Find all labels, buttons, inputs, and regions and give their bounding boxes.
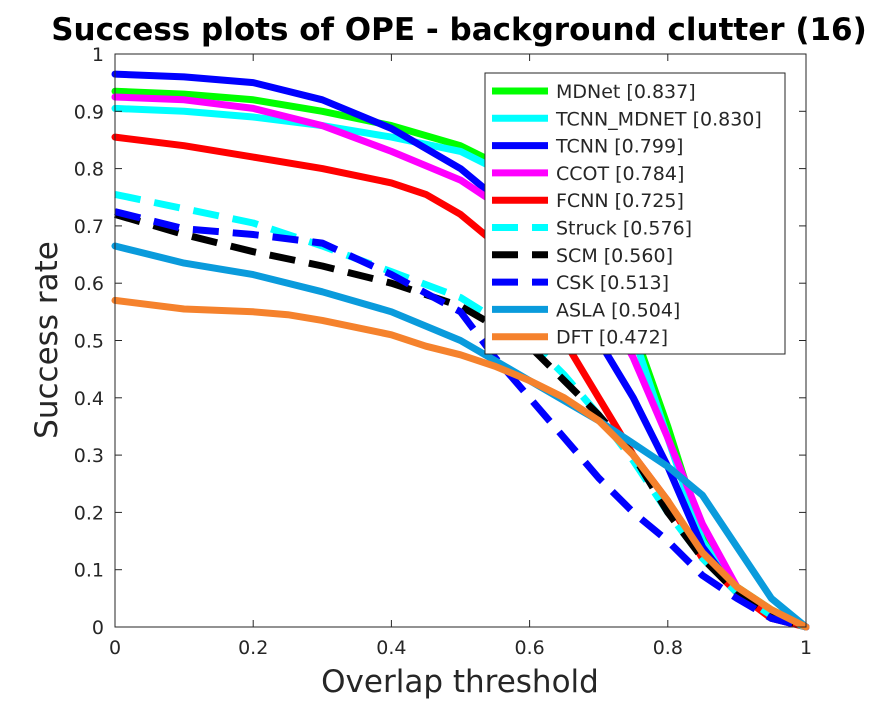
y-tick-label: 0.1 <box>74 560 104 582</box>
y-tick-label: 0.2 <box>74 502 104 524</box>
legend-label-6: SCM [0.560] <box>556 245 673 267</box>
x-tick-label: 0.2 <box>238 637 268 659</box>
y-tick-label: 0.5 <box>74 331 104 353</box>
y-tick-label: 0.6 <box>74 273 104 295</box>
y-tick-label: 1 <box>92 44 104 66</box>
series-line-5 <box>114 190 808 631</box>
y-tick-label: 0.7 <box>74 216 104 238</box>
x-tick-label: 0 <box>109 637 121 659</box>
legend-label-5: Struck [0.576] <box>556 218 692 240</box>
legend-label-0: MDNet [0.837] <box>556 81 696 103</box>
legend-label-7: CSK [0.513] <box>556 272 669 294</box>
legend-label-8: ASLA [0.504] <box>556 299 680 321</box>
y-tick-label: 0.9 <box>74 101 104 123</box>
y-tick-label: 0 <box>92 617 104 639</box>
y-axis-label: Success rate <box>29 241 65 439</box>
series-line-6 <box>114 211 808 631</box>
x-tick-label: 1 <box>800 637 812 659</box>
y-tick-label: 0.3 <box>74 445 104 467</box>
axes-layer <box>114 53 807 628</box>
y-tick-label: 0.4 <box>74 388 104 410</box>
x-axis-label: Overlap threshold <box>321 664 599 700</box>
legend-label-4: FCNN [0.725] <box>556 190 684 212</box>
legend-label-2: TCNN [0.799] <box>555 136 683 158</box>
legend: MDNet [0.837] TCNN_MDNET [0.830] TCNN [0.7… <box>484 72 786 355</box>
x-tick-label: 0.8 <box>653 637 683 659</box>
legend-label-1: TCNN_MDNET [0.830] <box>555 108 762 130</box>
legend-label-9: DFT [0.472] <box>556 327 668 349</box>
x-tick-labels: 0 0.2 0.4 0.6 0.8 1 <box>109 637 812 659</box>
x-tick-label: 0.6 <box>514 637 544 659</box>
y-tick-label: 0.8 <box>74 159 104 181</box>
chart-title: Success plots of OPE - background clutte… <box>51 12 867 48</box>
series-line-9 <box>111 296 810 631</box>
y-tick-labels: 0 0.1 0.2 0.3 0.4 0.5 0.6 0.7 0.8 0.9 1 <box>74 44 104 639</box>
series-line-7 <box>114 208 807 631</box>
legend-label-3: CCOT [0.784] <box>556 163 684 185</box>
x-tick-label: 0.4 <box>376 637 406 659</box>
